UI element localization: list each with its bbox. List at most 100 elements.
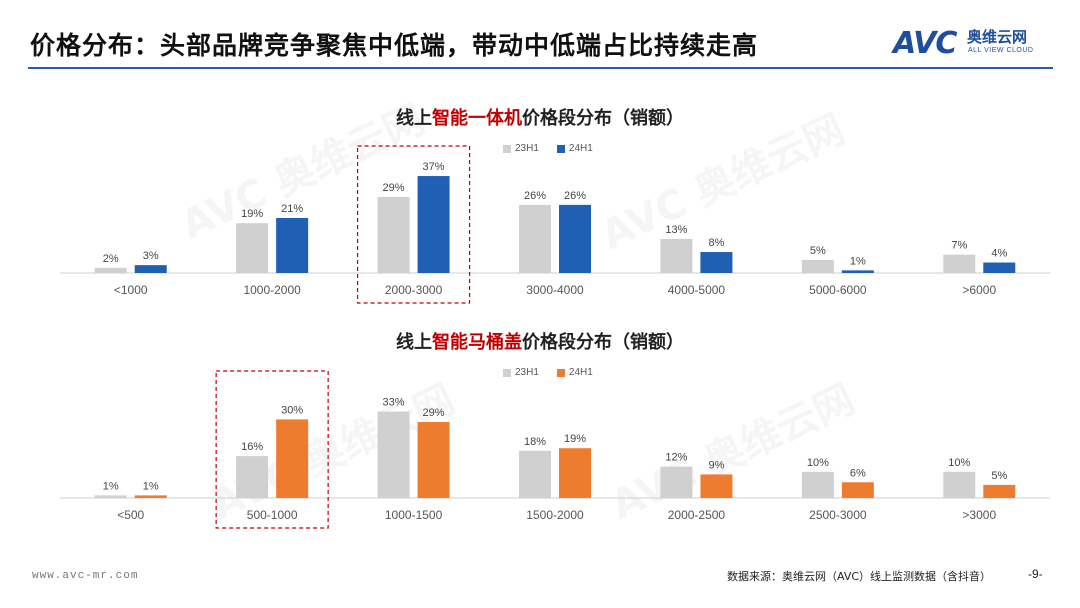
- bar-23h1-0: [94, 495, 127, 498]
- bar-24h1-3: [559, 448, 591, 498]
- footer-url: www.avc-mr.com: [32, 570, 139, 582]
- legend-label-24h1: 24H1: [568, 143, 593, 154]
- bar-23h1-4: [660, 466, 693, 498]
- chart-2-legend: 23H1 24H1: [503, 367, 593, 378]
- bar-23h1-5: [801, 259, 834, 273]
- bar-23h1-1: [236, 223, 269, 273]
- bar-24h1-1: [276, 419, 309, 498]
- data-label: 5%: [810, 245, 826, 257]
- x-tick-label: <500: [117, 508, 144, 522]
- bar-23h1-3: [519, 204, 551, 273]
- avc-logo: AVC 奥维云网 ALL VIEW CLOUD: [893, 24, 1053, 62]
- chart-1-title-suffix: 价格段分布（销额）: [522, 108, 684, 129]
- page-number: -9-: [1028, 567, 1043, 581]
- page-title: 价格分布：头部品牌竞争聚焦中低端，带动中低端占比持续走高: [30, 31, 759, 60]
- highlight-box: [356, 145, 471, 304]
- data-label: 1%: [103, 480, 119, 492]
- x-tick-label: 1500-2000: [526, 508, 584, 522]
- x-tick-label: >6000: [962, 283, 996, 297]
- bar-23h1-4: [660, 238, 693, 273]
- logo-mark: AVC: [893, 26, 957, 61]
- x-tick-label: 5000-6000: [809, 283, 867, 297]
- bar-24h1-2: [417, 176, 450, 273]
- data-label: 1%: [143, 480, 159, 492]
- data-label: 8%: [708, 237, 724, 249]
- data-label: 19%: [241, 208, 263, 220]
- footer-source: 数据来源：奥维云网（AVC）线上监测数据（含抖音）: [727, 570, 992, 583]
- logo-chinese-name: 奥维云网: [967, 28, 1028, 46]
- bar-23h1-0: [94, 267, 127, 273]
- bar-24h1-0: [134, 265, 167, 273]
- chart-1-legend: 23H1 24H1: [503, 143, 593, 154]
- bar-24h1-3: [559, 204, 591, 273]
- data-label: 30%: [281, 404, 303, 416]
- highlight-box: [215, 370, 329, 529]
- bar-24h1-4: [700, 252, 733, 273]
- chart-2-title-prefix: 线上: [396, 332, 432, 353]
- data-label: 3%: [143, 250, 159, 262]
- bar-24h1-6: [983, 262, 1016, 273]
- data-label: 16%: [241, 441, 263, 453]
- legend-label-23h1: 23H1: [515, 143, 539, 154]
- bar-24h1-6: [983, 484, 1016, 498]
- bar-23h1-1: [236, 456, 269, 498]
- data-label: 2%: [103, 253, 119, 265]
- x-tick-label: 2000-2500: [668, 508, 726, 522]
- data-label: 10%: [807, 457, 829, 469]
- data-label: 7%: [951, 240, 967, 252]
- data-label: 19%: [564, 433, 586, 445]
- x-tick-label: 2000-3000: [385, 283, 443, 297]
- data-label: 10%: [948, 457, 970, 469]
- legend-swatch-23h1: [503, 144, 511, 153]
- legend-label-23h1: 23H1: [515, 367, 539, 378]
- x-tick-label: <1000: [114, 283, 148, 297]
- bar-24h1-5: [841, 482, 874, 498]
- data-label: 13%: [665, 224, 687, 236]
- data-label: 5%: [991, 470, 1007, 482]
- x-tick-label: 500-1000: [247, 508, 298, 522]
- legend-swatch-24h1: [556, 368, 565, 377]
- bar-23h1-6: [943, 471, 976, 498]
- chart-2-title-highlight: 智能马桶盖: [432, 332, 522, 353]
- bar-24h1-2: [417, 422, 450, 498]
- bar-24h1-4: [700, 474, 733, 498]
- legend-swatch-24h1: [556, 144, 565, 153]
- logo-english-name: ALL VIEW CLOUD: [968, 47, 1034, 54]
- data-label: 1%: [850, 255, 866, 267]
- data-label: 12%: [665, 452, 687, 464]
- legend-swatch-23h1: [503, 368, 511, 377]
- chart-1-title: 线上智能一体机价格段分布（销额）: [0, 104, 1080, 130]
- bar-23h1-3: [519, 450, 551, 498]
- bar-23h1-2: [377, 411, 410, 498]
- bar-24h1-5: [841, 270, 874, 273]
- x-tick-label: 1000-2000: [243, 283, 301, 297]
- bar-24h1-1: [276, 217, 309, 273]
- bar-24h1-0: [134, 495, 167, 498]
- data-label: 29%: [423, 407, 445, 419]
- data-label: 18%: [524, 436, 546, 448]
- data-label: 29%: [383, 182, 405, 194]
- data-label: 6%: [850, 467, 866, 479]
- chart-2-title: 线上智能马桶盖价格段分布（销额）: [0, 328, 1080, 354]
- x-tick-label: 2500-3000: [809, 508, 867, 522]
- x-tick-label: 1000-1500: [385, 508, 443, 522]
- data-label: 33%: [383, 397, 405, 409]
- legend-label-24h1: 24H1: [568, 367, 593, 378]
- data-label: 4%: [991, 248, 1007, 260]
- bar-23h1-5: [801, 471, 834, 498]
- x-tick-label: 4000-5000: [668, 283, 726, 297]
- title-divider: [28, 67, 1053, 69]
- bar-23h1-6: [943, 254, 976, 273]
- data-label: 26%: [524, 190, 546, 202]
- x-tick-label: 3000-4000: [526, 283, 584, 297]
- chart-1-title-highlight: 智能一体机: [432, 108, 522, 129]
- data-label: 26%: [564, 190, 586, 202]
- data-label: 37%: [423, 161, 445, 173]
- data-label: 9%: [708, 459, 724, 471]
- x-tick-label: >3000: [962, 508, 996, 522]
- data-label: 21%: [281, 203, 303, 215]
- bar-23h1-2: [377, 197, 410, 273]
- chart-2-title-suffix: 价格段分布（销额）: [522, 332, 684, 353]
